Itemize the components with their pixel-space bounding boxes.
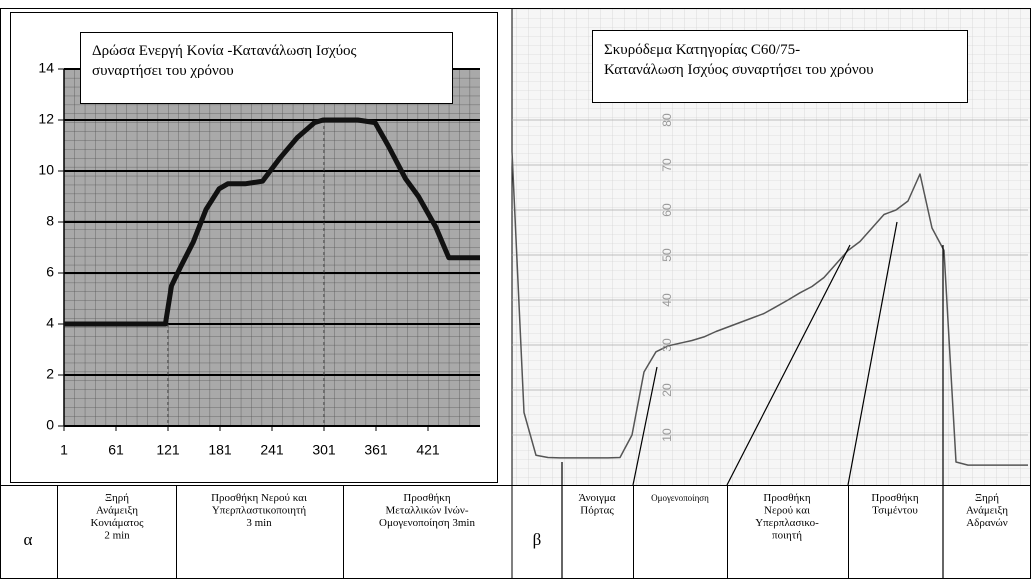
y-tick-label: 80 xyxy=(660,113,674,127)
table-cell: Τσιμέντου xyxy=(872,505,918,517)
table-label: β xyxy=(533,530,542,549)
table-cell: Αδρανών xyxy=(966,517,1008,529)
annotation-lines xyxy=(561,221,944,579)
x-tick-label: 1 xyxy=(60,442,68,458)
y-tick-label: 14 xyxy=(38,60,54,76)
series-line xyxy=(64,117,480,327)
table-cell: Υπερπλαστικοποιητή xyxy=(212,505,307,517)
table-cell: Ομογενοποίηση 3min xyxy=(379,517,475,529)
y-tick-label: 0 xyxy=(46,417,54,433)
y-tick-label: 20 xyxy=(660,383,674,397)
y-tick-label: 40 xyxy=(660,293,674,307)
title-box xyxy=(80,32,453,104)
table-cell: Πόρτας xyxy=(580,505,614,517)
y-tick-label: 2 xyxy=(46,366,54,382)
chart-title: Δρώσα Ενεργή Κονία -Κατανάλωση Ισχύος xyxy=(92,43,357,59)
table-cell: Υπερπλασικο- xyxy=(755,517,819,529)
table-cell: ποιητή xyxy=(772,530,802,542)
y-tick-label: 8 xyxy=(46,213,54,229)
y-tick-label: 4 xyxy=(46,315,54,331)
table-cell: Προσθήκη xyxy=(871,492,918,504)
table-cell: Προσθήκη xyxy=(763,492,810,504)
table-cell: Κονιάματος xyxy=(90,517,144,529)
series-line xyxy=(511,151,1028,466)
table-cell: Ξηρή xyxy=(105,492,129,504)
x-tick-label: 421 xyxy=(416,442,440,458)
y-tick-label: 60 xyxy=(660,203,674,217)
table-cell: Προσθήκη xyxy=(403,492,450,504)
y-tick-label: 6 xyxy=(46,264,54,280)
y-tick-label: 12 xyxy=(38,111,54,127)
x-tick-label: 61 xyxy=(108,442,124,458)
table-cell: Άνοιγμα xyxy=(578,492,615,504)
table-cell: Μεταλλικών Ινών- xyxy=(386,505,469,517)
table-cell: Ανάμειξη xyxy=(96,505,138,517)
x-tick-label: 241 xyxy=(260,442,284,458)
x-tick-label: 121 xyxy=(156,442,180,458)
table-cell: Ομογενοποίηση xyxy=(651,493,709,503)
table-cell: Ανάμειξη xyxy=(966,505,1008,517)
y-tick-label: 30 xyxy=(660,338,674,352)
x-tick-label: 301 xyxy=(312,442,336,458)
table-cell: Νερού και xyxy=(764,505,810,517)
chart-title: συναρτήσει του χρόνου xyxy=(92,63,234,79)
table-cell: 3 min xyxy=(246,517,272,529)
minor-grid xyxy=(64,69,480,426)
table-cell: 2 min xyxy=(104,530,130,542)
y-tick-label: 70 xyxy=(660,158,674,172)
y-tick-label: 10 xyxy=(660,428,674,442)
y-tick-label: 10 xyxy=(38,162,54,178)
title-box xyxy=(592,30,968,103)
table-label: α xyxy=(24,530,33,549)
chart-title: Κατανάλωση Ισχύος συναρτήσει του χρόνου xyxy=(604,62,874,78)
chart-title: Σκυρόδεμα Κατηγορίας C60/75- xyxy=(604,42,800,58)
x-tick-label: 181 xyxy=(208,442,232,458)
table-lines xyxy=(0,485,1031,579)
table-cell: Προσθήκη Νερού και xyxy=(211,492,307,504)
x-tick-label: 361 xyxy=(364,442,388,458)
y-tick-label: 50 xyxy=(660,248,674,262)
table-cell: Ξηρή xyxy=(975,492,999,504)
